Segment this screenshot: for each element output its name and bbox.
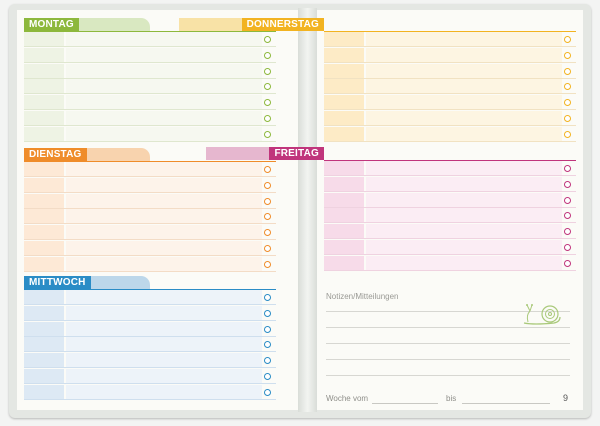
planner-line[interactable] (324, 32, 576, 47)
checkbox-circle[interactable] (264, 213, 271, 221)
checkbox-circle[interactable] (564, 244, 571, 251)
checkbox-circle[interactable] (264, 197, 271, 205)
checkbox-circle[interactable] (264, 309, 271, 317)
checkbox-circle[interactable] (264, 181, 271, 189)
planner-line[interactable] (24, 209, 276, 225)
planner-line[interactable] (24, 193, 276, 209)
checkbox-circle[interactable] (264, 294, 271, 301)
planner-line[interactable] (324, 63, 576, 79)
checkbox-circle[interactable] (564, 180, 571, 188)
checkbox-circle[interactable] (564, 259, 571, 267)
checkbox-circle[interactable] (564, 196, 571, 204)
day-label-monday: MONTAG (24, 18, 79, 31)
notes-line[interactable] (326, 359, 570, 360)
checkbox-circle[interactable] (564, 130, 571, 138)
checkbox-circle[interactable] (264, 341, 271, 349)
planner-line[interactable] (324, 95, 576, 111)
planner-line[interactable] (24, 32, 276, 47)
checkbox-circle[interactable] (264, 166, 271, 173)
checkbox-circle[interactable] (264, 130, 271, 138)
planner-line[interactable] (324, 208, 576, 224)
planner-line[interactable] (24, 337, 276, 353)
notes-section: Notizen/Mitteilungen Woche vom bis (320, 287, 578, 407)
page-number: 9 (563, 393, 569, 403)
checkbox-circle[interactable] (564, 51, 571, 59)
planner-line[interactable] (324, 255, 576, 271)
planner-line[interactable] (324, 47, 576, 63)
week-to-label: bis (446, 394, 457, 403)
planner-line[interactable] (24, 162, 276, 177)
planner-line[interactable] (24, 177, 276, 193)
week-to-field[interactable] (462, 403, 550, 404)
day-label-thursday: DONNERSTAG (241, 18, 324, 31)
checkbox-circle[interactable] (564, 67, 571, 75)
planner-line[interactable] (324, 79, 576, 95)
notes-title: Notizen/Mitteilungen (326, 292, 399, 301)
day-label-friday: FREITAG (269, 147, 324, 160)
week-from-label: Woche vom (326, 394, 369, 403)
checkbox-circle[interactable] (264, 388, 271, 396)
checkbox-circle[interactable] (564, 99, 571, 107)
checkbox-circle[interactable] (264, 99, 271, 107)
planner-line[interactable] (324, 111, 576, 126)
planner-line[interactable] (24, 79, 276, 95)
planner-line[interactable] (324, 192, 576, 208)
checkbox-circle[interactable] (264, 51, 271, 59)
checkbox-circle[interactable] (264, 36, 271, 43)
checkbox-circle[interactable] (264, 260, 271, 268)
snail-icon (523, 304, 561, 325)
planner-line[interactable] (24, 305, 276, 321)
planner-line[interactable] (24, 63, 276, 79)
planner-line[interactable] (324, 240, 576, 255)
checkbox-circle[interactable] (564, 115, 571, 122)
checkbox-circle[interactable] (564, 165, 571, 172)
planner-line[interactable] (24, 321, 276, 337)
day-label-tuesday: DIENSTAG (24, 148, 87, 161)
checkbox-circle[interactable] (564, 83, 571, 91)
planner-line[interactable] (24, 47, 276, 63)
notes-line[interactable] (326, 343, 570, 344)
book-spine (298, 8, 317, 412)
planner-line[interactable] (24, 369, 276, 384)
planner-line[interactable] (24, 95, 276, 111)
checkbox-circle[interactable] (264, 115, 271, 122)
planner-line[interactable] (24, 241, 276, 256)
notes-line[interactable] (326, 311, 570, 312)
checkbox-circle[interactable] (564, 36, 571, 43)
planner-line[interactable] (24, 225, 276, 241)
planner-line[interactable] (24, 353, 276, 369)
planner-line[interactable] (324, 224, 576, 240)
week-from-field[interactable] (372, 403, 438, 404)
checkbox-circle[interactable] (264, 373, 271, 380)
planner-line[interactable] (324, 126, 576, 142)
notes-line[interactable] (326, 327, 570, 328)
checkbox-circle[interactable] (264, 245, 271, 252)
checkbox-circle[interactable] (264, 67, 271, 75)
planner-line[interactable] (24, 290, 276, 305)
checkbox-circle[interactable] (264, 229, 271, 237)
planner-line[interactable] (324, 176, 576, 192)
planner-line[interactable] (24, 384, 276, 400)
checkbox-circle[interactable] (264, 325, 271, 333)
planner-line[interactable] (24, 111, 276, 126)
notes-line[interactable] (326, 375, 570, 376)
checkbox-circle[interactable] (564, 212, 571, 220)
checkbox-circle[interactable] (264, 357, 271, 365)
checkbox-circle[interactable] (564, 228, 571, 236)
day-label-wednesday: MITTWOCH (24, 276, 91, 289)
checkbox-circle[interactable] (264, 83, 271, 91)
planner-line[interactable] (324, 161, 576, 176)
planner-line[interactable] (24, 256, 276, 272)
planner-line[interactable] (24, 126, 276, 142)
